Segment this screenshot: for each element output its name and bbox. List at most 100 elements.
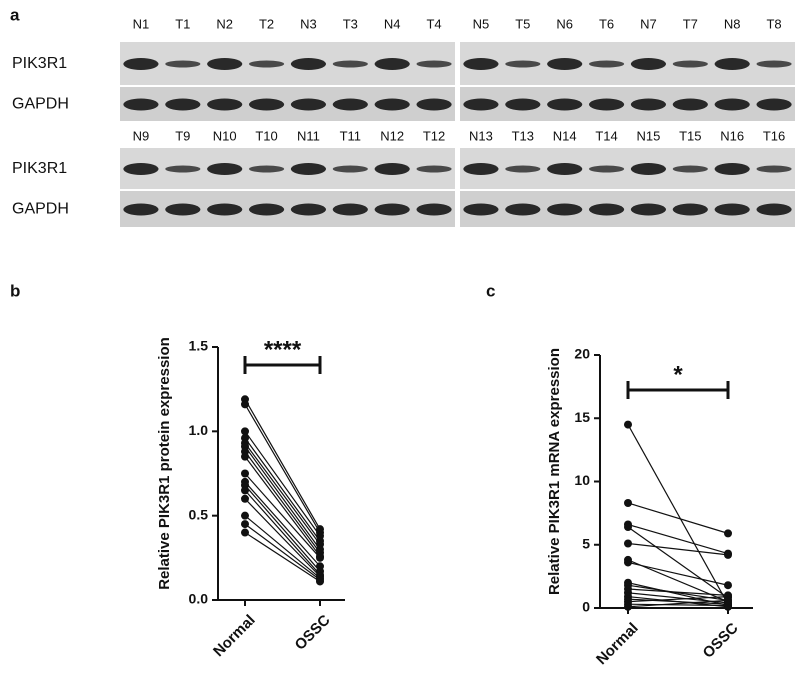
dot xyxy=(624,558,632,567)
blot-band xyxy=(248,165,285,173)
blot-band xyxy=(123,163,159,175)
lane-label: N12 xyxy=(380,128,404,143)
blot-band xyxy=(207,163,243,175)
lane-label: N14 xyxy=(553,128,577,143)
blot-band xyxy=(588,203,625,216)
blot-row-label: GAPDH xyxy=(12,201,69,218)
pair-line xyxy=(244,398,321,530)
dot xyxy=(624,420,632,429)
blot-band xyxy=(374,163,410,175)
pair-line xyxy=(244,404,321,533)
lane-label: T6 xyxy=(599,16,614,31)
blot-row-label: PIK3R1 xyxy=(12,160,67,177)
lane-label: T12 xyxy=(423,128,445,143)
pair-line xyxy=(627,526,729,599)
blot-band xyxy=(756,98,792,111)
blot-band xyxy=(123,203,159,216)
dot xyxy=(241,452,249,461)
pair-line xyxy=(244,489,321,576)
lane-label: N9 xyxy=(133,128,150,143)
dot xyxy=(241,511,249,520)
blot-row-label: GAPDH xyxy=(12,96,69,113)
significance-label: * xyxy=(673,361,683,388)
blot-band xyxy=(588,98,625,111)
lane-label: T2 xyxy=(259,16,274,31)
dot xyxy=(241,486,249,495)
pair-line xyxy=(627,502,729,534)
lane-label: T15 xyxy=(679,128,701,143)
y-axis-title: Relative PIK3R1 mRNA expression xyxy=(546,348,563,595)
pair-line xyxy=(627,588,729,596)
dot xyxy=(724,529,732,538)
dot xyxy=(624,499,632,508)
lane-label: T4 xyxy=(426,16,441,31)
blot-band xyxy=(290,98,327,111)
blot-band xyxy=(463,98,499,111)
pair-line xyxy=(627,603,729,607)
blot-band xyxy=(165,165,201,173)
dot xyxy=(624,602,632,611)
lane-label: N1 xyxy=(133,16,150,31)
y-tick-label: 0 xyxy=(582,599,590,615)
blot-band xyxy=(672,203,708,216)
blot-band xyxy=(248,203,285,216)
blot-band xyxy=(374,203,410,216)
lane-label: T16 xyxy=(763,128,785,143)
pair-line xyxy=(244,481,321,567)
blot-band xyxy=(547,98,583,111)
blot-band xyxy=(756,60,792,68)
lane-label: N4 xyxy=(384,16,401,31)
blot-band xyxy=(332,60,368,68)
blot-band xyxy=(463,203,499,216)
lane-label: N11 xyxy=(297,128,320,143)
blot-band xyxy=(165,203,201,216)
blot-band xyxy=(165,98,201,111)
lane-label: N7 xyxy=(640,16,657,31)
lane-label: N2 xyxy=(216,16,233,31)
lane-label: T9 xyxy=(175,128,190,143)
pair-line xyxy=(244,515,321,579)
blot-band xyxy=(630,203,667,216)
pair-line xyxy=(627,542,729,556)
panel-letter: c xyxy=(486,281,495,300)
blot-band xyxy=(332,98,368,111)
pair-line xyxy=(627,596,729,603)
blot-band xyxy=(547,163,583,175)
lane-label: N5 xyxy=(473,16,490,31)
blot-band xyxy=(505,98,541,111)
dot xyxy=(241,469,249,478)
pair-line xyxy=(244,451,321,554)
lane-label: N10 xyxy=(213,128,237,143)
blot-band xyxy=(672,165,708,173)
dot xyxy=(241,520,249,529)
blot-band xyxy=(416,203,452,216)
panel-letter: b xyxy=(10,281,20,300)
pair-line xyxy=(244,532,321,582)
pair-line xyxy=(244,523,321,581)
pair-line xyxy=(244,446,321,550)
blot-band xyxy=(714,163,750,175)
blot-band xyxy=(588,165,625,173)
lane-label: N15 xyxy=(637,128,661,143)
blot-band xyxy=(714,98,750,111)
pair-line xyxy=(244,456,321,557)
dot xyxy=(241,494,249,503)
significance-label: **** xyxy=(264,336,302,363)
y-tick-label: 1.0 xyxy=(189,422,209,438)
blot-band xyxy=(588,60,625,68)
dot xyxy=(316,577,324,586)
lane-label: T3 xyxy=(343,16,358,31)
blot-band xyxy=(714,58,750,70)
panel-letter: a xyxy=(10,5,20,24)
y-tick-label: 5 xyxy=(582,535,590,551)
lane-label: N3 xyxy=(300,16,317,31)
dot xyxy=(241,400,249,409)
blot-band xyxy=(416,98,452,111)
pair-line xyxy=(627,599,729,608)
pair-line xyxy=(627,424,729,605)
blot-band xyxy=(756,203,792,216)
lane-label: T14 xyxy=(595,128,617,143)
blot-band xyxy=(332,165,368,173)
pair-line xyxy=(627,598,729,605)
blot-band xyxy=(672,98,708,111)
